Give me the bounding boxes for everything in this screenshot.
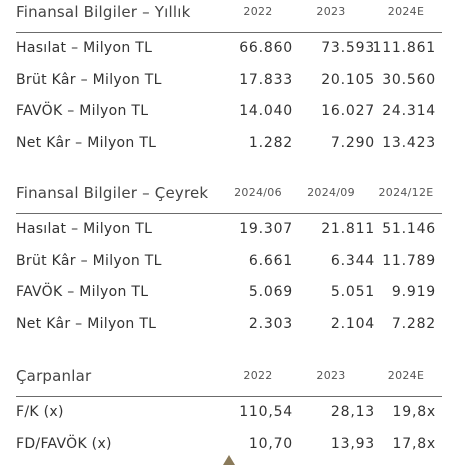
section-title: Finansal Bilgiler – Yıllık [16,3,191,21]
row-label: FAVÖK – Milyon TL [16,103,149,119]
column-header: 2023 [316,369,346,382]
column-header: 2024/06 [234,186,282,199]
column-header: 2023 [316,5,346,18]
table-cell: 10,70 [248,435,293,452]
row-label: FAVÖK – Milyon TL [16,284,149,300]
table-row: Brüt Kâr – Milyon TL 6.661 6.344 11.789 [16,246,442,278]
table-cell: 7.290 [330,134,375,151]
row-label: Brüt Kâr – Milyon TL [16,252,162,269]
table-cell: 110,54 [239,404,293,420]
section-title: Çarpanlar [16,367,92,385]
table-cell: 14.040 [239,103,293,119]
row-label: Brüt Kâr – Milyon TL [16,71,162,88]
table-cell: 19.307 [239,221,293,237]
table-cell: 30.560 [382,71,436,88]
table-cell: 21.811 [321,221,375,237]
table-row: F/K (x) 110,54 28,13 19,8x [16,397,442,429]
row-label: Hasılat – Milyon TL [16,40,153,56]
table-row: Net Kâr – Milyon TL 2.303 2.104 7.282 [16,309,442,341]
row-label: Hasılat – Milyon TL [16,221,153,237]
row-label: Net Kâr – Milyon TL [16,134,157,151]
table-header: Çarpanlar 2022 2023 2024E [16,364,442,397]
table-row: FD/FAVÖK (x) 10,70 13,93 17,8x [16,429,442,461]
table-cell: 73.593 [321,40,375,56]
table-row: Brüt Kâr – Milyon TL 17.833 20.105 30.56… [16,65,442,97]
row-label: F/K (x) [16,404,64,420]
table-cell: 111.861 [372,40,436,56]
column-header: 2024E [387,5,425,18]
table-cell: 16.027 [321,103,375,119]
table-cell: 9.919 [391,284,436,300]
row-label: FD/FAVÖK (x) [16,435,112,452]
table-cell: 51.146 [382,221,436,237]
row-label: Net Kâr – Milyon TL [16,315,157,332]
column-header: 2024E [387,369,425,382]
table-cell: 2.104 [330,315,375,332]
table-row: Hasılat – Milyon TL 66.860 73.593 111.86… [16,33,442,65]
table-cell: 19,8x [392,404,436,420]
table-cell: 17,8x [392,435,436,452]
table-row: Hasılat – Milyon TL 19.307 21.811 51.146 [16,214,442,246]
table-cell: 5.051 [330,284,375,300]
table-row: FAVÖK – Milyon TL 14.040 16.027 24.314 [16,96,442,128]
table-cell: 6.344 [330,252,375,269]
table-cell: 13.423 [382,134,436,151]
column-header: 2022 [243,5,273,18]
table-cell: 11.789 [382,252,436,269]
table-cell: 13,93 [330,435,375,452]
column-header: 2022 [243,369,273,382]
table-row: Net Kâr – Milyon TL 1.282 7.290 13.423 [16,128,442,160]
annual-financials-table: Finansal Bilgiler – Yıllık 2022 2023 202… [16,0,442,159]
up-triangle-icon [223,455,235,465]
table-row: FAVÖK – Milyon TL 5.069 5.051 9.919 [16,277,442,309]
column-header: 2024/09 [307,186,355,199]
table-cell: 5.069 [248,284,293,300]
table-header: Finansal Bilgiler – Yıllık 2022 2023 202… [16,0,442,33]
table-cell: 24.314 [382,103,436,119]
table-cell: 1.282 [248,134,293,151]
multiples-table: Çarpanlar 2022 2023 2024E F/K (x) 110,54… [16,364,442,460]
table-cell: 20.105 [321,71,375,88]
table-cell: 7.282 [391,315,436,332]
quarterly-financials-table: Finansal Bilgiler – Çeyrek 2024/06 2024/… [16,181,442,340]
table-cell: 66.860 [239,40,293,56]
section-title: Finansal Bilgiler – Çeyrek [16,184,209,202]
table-cell: 6.661 [248,252,293,269]
table-header: Finansal Bilgiler – Çeyrek 2024/06 2024/… [16,181,442,214]
table-cell: 17.833 [239,71,293,88]
column-header: 2024/12E [378,186,434,199]
table-cell: 2.303 [248,315,293,332]
table-cell: 28,13 [330,404,375,420]
